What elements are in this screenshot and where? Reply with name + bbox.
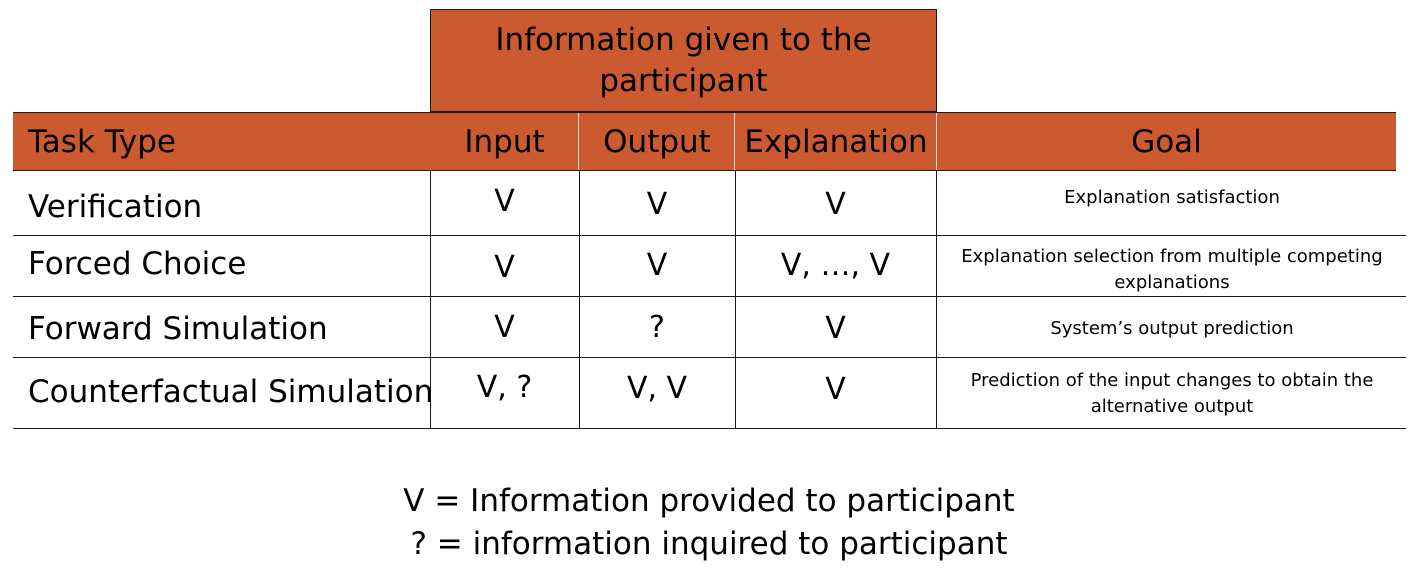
table-row-goal: Explanation selection from multiple comp… (961, 246, 1383, 293)
table-row-task: Counterfactual Simulation (28, 374, 434, 410)
row-divider (13, 296, 1406, 297)
table-row-task: Forced Choice (28, 246, 247, 282)
table-row-output: ? (649, 309, 665, 345)
table-row-task: Verification (28, 189, 203, 225)
table-row-input: V, ? (476, 369, 533, 405)
header-goal-label: Goal (1131, 123, 1202, 160)
table-header-row (13, 112, 1396, 171)
table-row-output: V (646, 247, 668, 283)
table-row-task: Forward Simulation (28, 311, 328, 347)
table-row-goal: Prediction of the input changes to obtai… (970, 370, 1374, 417)
row-divider (13, 357, 1406, 358)
header-input-label: Input (464, 123, 545, 160)
table-row-input: V (494, 309, 515, 345)
table-row-explanation: V, …, V (780, 247, 891, 283)
row-divider (13, 235, 1406, 236)
table-row-output: V (646, 186, 668, 222)
header-explanation: Explanation (735, 112, 937, 171)
table-row-input: V (494, 249, 515, 285)
header-separator (936, 113, 937, 170)
column-divider (735, 171, 736, 428)
legend-provided: V = Information provided to participant (403, 483, 1015, 519)
legend-inquired: ? = information inquired to participant (410, 526, 1008, 562)
table-row-explanation: V (825, 310, 846, 346)
header-explanation-label: Explanation (744, 123, 928, 160)
table-row-explanation: V (825, 186, 846, 222)
table-row-explanation: V (825, 371, 846, 407)
header-separator (734, 113, 735, 170)
row-divider (13, 428, 1406, 429)
header-task-type: Task Type (28, 112, 428, 171)
header-output-label: Output (603, 123, 711, 160)
table-row-goal: System’s output prediction (1050, 318, 1294, 339)
header-input: Input (430, 112, 579, 171)
table-row-output: V, V (626, 370, 688, 406)
super-header-cell: Information given to the participant (430, 9, 937, 112)
column-divider (430, 171, 431, 428)
header-separator (578, 113, 579, 170)
column-divider (936, 171, 937, 428)
header-task-type-label: Task Type (28, 123, 176, 160)
header-output: Output (579, 112, 735, 171)
column-divider (579, 171, 580, 428)
super-header-text: Information given to the participant (495, 21, 872, 99)
table-row-goal: Explanation satisfaction (1064, 187, 1280, 208)
table-row-input: V (494, 183, 515, 219)
header-goal: Goal (937, 112, 1396, 171)
